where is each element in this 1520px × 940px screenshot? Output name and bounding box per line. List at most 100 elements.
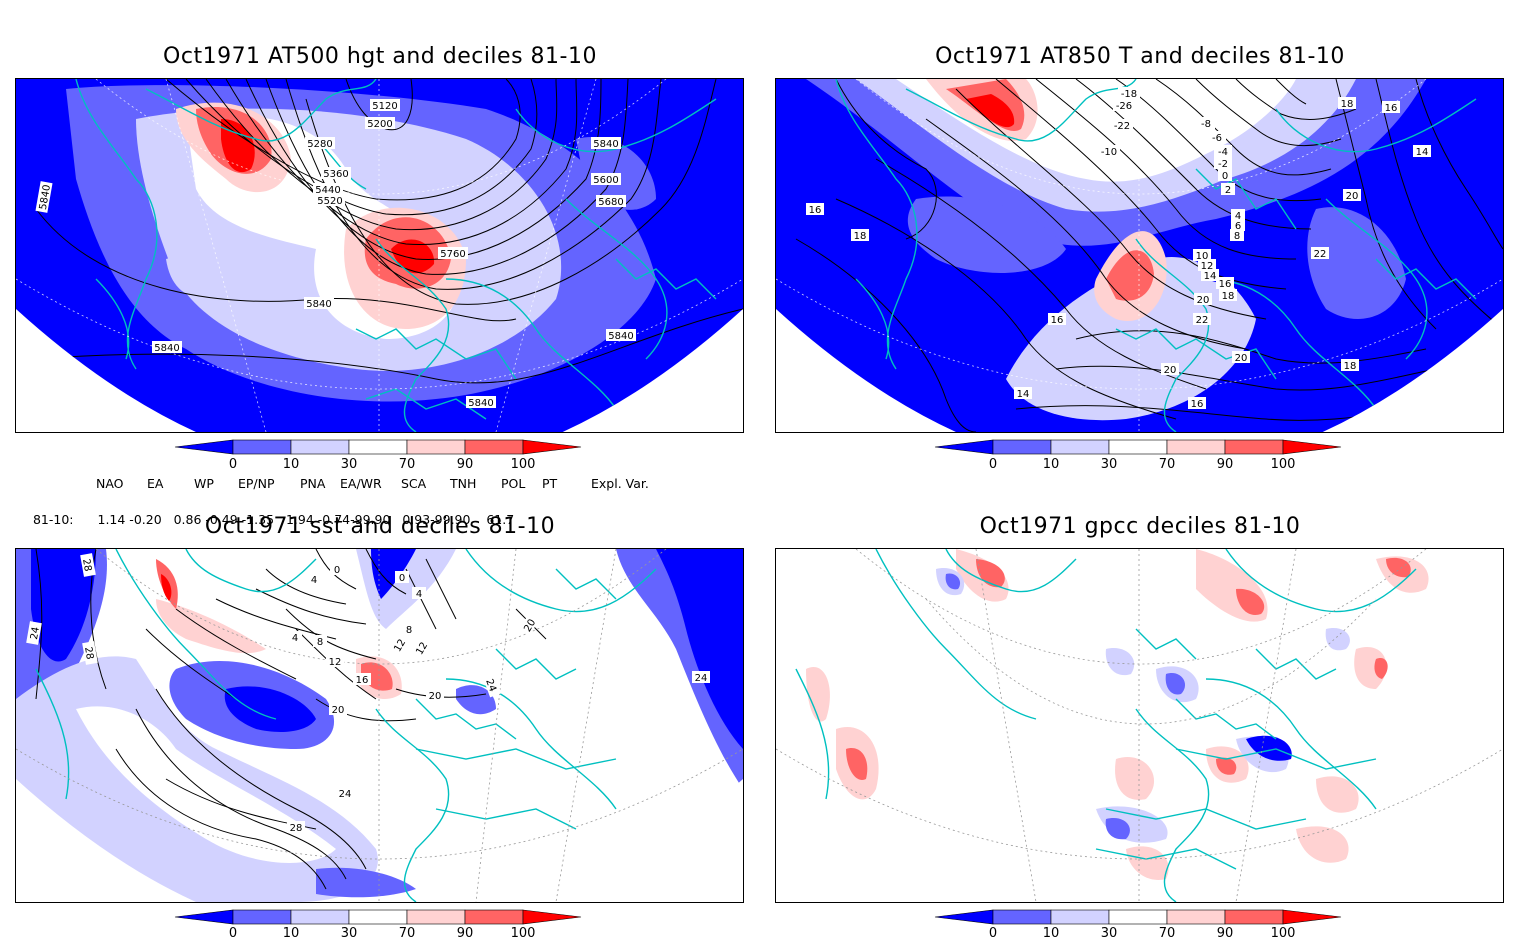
contour-label: 24 — [692, 671, 710, 684]
svg-text:16: 16 — [1051, 315, 1064, 326]
colorbar-tick: 30 — [1101, 926, 1118, 940]
contour-label: 4 — [288, 631, 302, 644]
contour-label: 18 — [1338, 97, 1356, 110]
colorbar-tick: 90 — [457, 926, 474, 940]
index-nao: NAO — [96, 476, 124, 491]
svg-text:10: 10 — [1196, 251, 1209, 262]
contour-label: -6 — [1208, 131, 1226, 144]
contour-label: 16 — [1048, 313, 1066, 326]
contour-label: 5280 — [305, 137, 335, 150]
svg-text:20: 20 — [1235, 353, 1248, 364]
indices-values-row: 81-10: 1.14 -0.20 0.86 -0.49 -1.35 1.94 -… — [25, 497, 514, 527]
svg-text:28: 28 — [82, 646, 95, 660]
colorbar-tick: 30 — [1101, 457, 1118, 472]
panel-title-hgt500: Oct1971 AT500 hgt and deciles 81-10 — [163, 44, 597, 69]
contour-label: 16 — [353, 673, 371, 686]
contour-label: -26 — [1113, 99, 1135, 112]
svg-text:0: 0 — [334, 565, 340, 576]
colorbar-tick: 100 — [1271, 457, 1296, 472]
svg-text:12: 12 — [1201, 261, 1214, 272]
svg-text:-4: -4 — [1218, 147, 1228, 158]
map-t850: -18 -26 -22 -10 -8 -6 -4 -2 0 2 4 6 8 10… — [775, 78, 1504, 433]
contour-label: -10 — [1098, 145, 1120, 158]
svg-text:20: 20 — [332, 705, 345, 716]
contour-label: 5840 — [466, 396, 496, 409]
svg-text:24: 24 — [29, 626, 42, 640]
svg-text:-18: -18 — [1121, 89, 1137, 100]
svg-text:5840: 5840 — [38, 184, 53, 211]
index-expl-var: Expl. Var. — [591, 476, 649, 491]
colorbar-sst: 0 10 30 70 90 100 — [174, 909, 595, 940]
map-sst: 28 24 28 4 0 4 8 12 16 20 20 24 24 28 0 … — [15, 548, 744, 903]
contour-label: 12 — [1198, 259, 1216, 272]
contour-label: 5200 — [365, 117, 395, 130]
index-ea: EA — [147, 476, 164, 491]
svg-text:8: 8 — [1234, 231, 1240, 242]
colorbar-tick: 10 — [283, 457, 300, 472]
contour-label: 5840 — [304, 297, 334, 310]
svg-text:20: 20 — [1197, 295, 1210, 306]
contour-label: 28 — [80, 553, 96, 577]
contour-label: -2 — [1214, 157, 1232, 170]
contour-label: 2 — [1221, 183, 1235, 196]
index-sca: SCA — [401, 476, 427, 491]
svg-text:-2: -2 — [1218, 159, 1228, 170]
contour-label: -8 — [1197, 117, 1215, 130]
svg-text:6: 6 — [1235, 221, 1241, 232]
svg-text:5520: 5520 — [317, 196, 342, 207]
svg-text:5840: 5840 — [154, 343, 179, 354]
colorbar-tick: 0 — [229, 926, 237, 940]
colorbar-tick: 90 — [1217, 457, 1234, 472]
svg-text:5200: 5200 — [367, 119, 392, 130]
colorbar-tick: 10 — [1043, 457, 1060, 472]
colorbar-tick: 30 — [341, 926, 358, 940]
colorbar-tick: 90 — [457, 457, 474, 472]
svg-text:18: 18 — [1222, 291, 1235, 302]
colorbar-tick: 90 — [1217, 926, 1234, 940]
svg-text:4: 4 — [292, 633, 298, 644]
svg-text:16: 16 — [1385, 103, 1398, 114]
contour-label: 18 — [851, 229, 869, 242]
svg-text:14: 14 — [1017, 389, 1030, 400]
contour-label: 16 — [1216, 277, 1234, 290]
index-epnp: EP/NP — [238, 476, 275, 491]
contour-label: 16 — [1188, 397, 1206, 410]
contour-label: 0 — [1218, 169, 1232, 182]
svg-text:5840: 5840 — [608, 331, 633, 342]
contour-label: 0 — [395, 571, 409, 584]
svg-text:4: 4 — [311, 575, 317, 586]
index-eawr: EA/WR — [340, 476, 382, 491]
contour-label: 8 — [402, 623, 416, 636]
contour-label: 5360 — [321, 167, 351, 180]
colorbar-tick: 0 — [989, 926, 997, 940]
svg-text:-22: -22 — [1114, 121, 1130, 132]
svg-text:4: 4 — [1235, 211, 1241, 222]
svg-text:24: 24 — [483, 678, 498, 694]
svg-text:4: 4 — [416, 589, 422, 600]
index-pol: POL — [501, 476, 526, 491]
colorbar-t850: 0 10 30 70 90 100 — [934, 439, 1355, 472]
colorbar-tick: 0 — [989, 457, 997, 472]
colorbar-tick: 0 — [229, 457, 237, 472]
svg-text:0: 0 — [399, 573, 405, 584]
contour-label: 20 — [1194, 293, 1212, 306]
contour-label: -18 — [1118, 87, 1140, 100]
colorbar-tick: 70 — [399, 926, 416, 940]
contour-label: 5520 — [315, 194, 345, 207]
contour-label: 24 — [336, 787, 354, 800]
svg-text:24: 24 — [339, 789, 352, 800]
colorbar-tick: 70 — [399, 457, 416, 472]
contour-label: 5680 — [596, 195, 626, 208]
svg-text:28: 28 — [80, 558, 93, 572]
svg-text:5840: 5840 — [593, 139, 618, 150]
contour-label: 20 — [1343, 189, 1361, 202]
contour-label: 8 — [1230, 229, 1244, 242]
contour-label: 28 — [82, 641, 98, 665]
indices-row-label: 81-10: — [32, 512, 74, 527]
svg-text:14: 14 — [1204, 271, 1217, 282]
contour-label: -4 — [1214, 145, 1232, 158]
contour-label: 24 — [26, 621, 42, 645]
contour-label: -22 — [1111, 119, 1133, 132]
colorbar-hgt500: 0 10 30 70 90 100 — [174, 439, 595, 472]
contour-label: 5840 — [152, 341, 182, 354]
